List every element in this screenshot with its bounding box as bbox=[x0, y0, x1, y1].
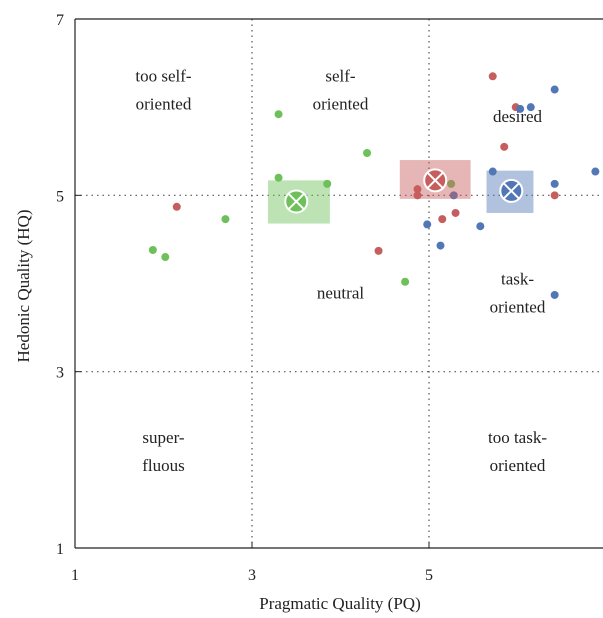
data-point-0-9 bbox=[447, 179, 456, 188]
data-point-1-3 bbox=[413, 191, 422, 200]
mean-marker-cross-b-0 bbox=[287, 193, 305, 210]
data-point-2-6 bbox=[526, 103, 535, 112]
x-tick-label-5: 5 bbox=[425, 567, 433, 584]
data-point-2-9 bbox=[550, 290, 559, 299]
data-point-0-2 bbox=[221, 215, 230, 224]
data-point-2-5 bbox=[516, 104, 525, 113]
data-points bbox=[148, 72, 600, 299]
data-point-2-3 bbox=[476, 222, 485, 231]
data-point-2-0 bbox=[423, 220, 432, 229]
y-tick-label-7: 7 bbox=[56, 12, 64, 29]
x-axis-title: Pragmatic Quality (PQ) bbox=[259, 594, 420, 613]
data-point-0-6 bbox=[323, 179, 332, 188]
data-point-2-4 bbox=[488, 167, 497, 176]
data-point-2-10 bbox=[591, 167, 600, 176]
y-tick-label-1: 1 bbox=[56, 541, 64, 558]
x-tick-label-1: 1 bbox=[71, 567, 79, 584]
data-point-2-1 bbox=[436, 241, 445, 250]
region-label-4-1: oriented bbox=[490, 297, 546, 316]
data-point-0-0 bbox=[148, 245, 157, 254]
data-point-1-9 bbox=[550, 191, 559, 200]
region-label-5-0: super- bbox=[142, 428, 184, 447]
region-label-5-1: fluous bbox=[142, 456, 185, 475]
data-point-1-6 bbox=[488, 72, 497, 81]
data-point-0-7 bbox=[363, 149, 372, 158]
data-point-2-8 bbox=[550, 179, 559, 188]
x-tick-label-3: 3 bbox=[248, 567, 256, 584]
y-tick-label-3: 3 bbox=[56, 365, 64, 382]
region-label-1-0: self- bbox=[325, 67, 356, 86]
data-point-1-0 bbox=[172, 202, 181, 211]
region-label-6-1: oriented bbox=[490, 456, 546, 475]
plot-frame bbox=[74, 18, 603, 549]
region-label-2-0: desired bbox=[493, 107, 543, 126]
data-point-1-4 bbox=[438, 215, 447, 224]
data-point-2-7 bbox=[550, 85, 559, 94]
data-point-0-8 bbox=[401, 277, 410, 286]
data-point-0-1 bbox=[161, 253, 170, 262]
region-label-3-0: neutral bbox=[317, 283, 364, 302]
data-point-1-2 bbox=[413, 185, 422, 194]
data-point-1-1 bbox=[374, 246, 383, 255]
region-label-0-0: too self- bbox=[135, 67, 192, 86]
mean-marker-2 bbox=[499, 178, 524, 203]
data-point-0-3 bbox=[274, 110, 283, 119]
region-labels: too self-oriented self-oriented desired neu… bbox=[135, 67, 547, 475]
region-label-4-0: task- bbox=[501, 269, 534, 288]
region-label-1-1: oriented bbox=[313, 95, 369, 114]
mean-marker-cross-b-1 bbox=[426, 171, 444, 189]
data-point-1-7 bbox=[500, 142, 509, 151]
data-point-0-4 bbox=[274, 173, 283, 182]
data-point-2-2 bbox=[449, 191, 458, 200]
mean-markers bbox=[267, 160, 534, 224]
y-axis-title: Hedonic Quality (HQ) bbox=[14, 210, 33, 363]
data-point-1-5 bbox=[451, 208, 460, 217]
mean-marker-0 bbox=[284, 189, 309, 214]
region-label-6-0: too task- bbox=[488, 428, 547, 447]
region-label-0-1: oriented bbox=[136, 95, 192, 114]
mean-marker-cross-b-2 bbox=[502, 182, 520, 200]
y-tick-label-5: 5 bbox=[56, 188, 64, 205]
mean-marker-1 bbox=[423, 168, 448, 193]
